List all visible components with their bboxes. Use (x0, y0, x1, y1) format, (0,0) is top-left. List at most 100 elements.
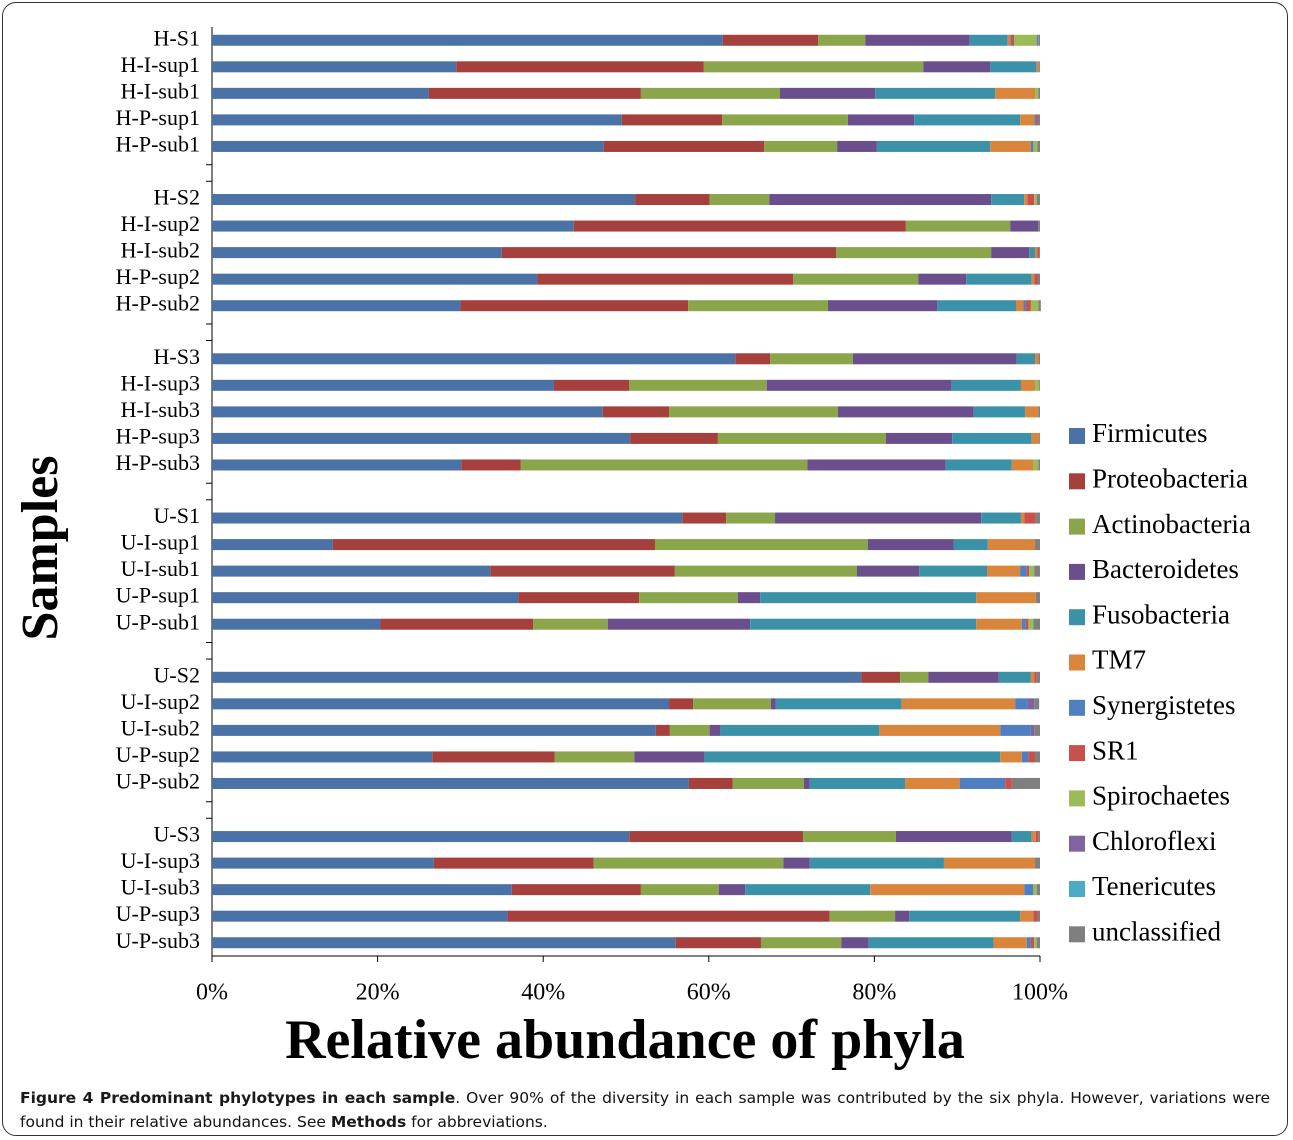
bar-segment (688, 300, 829, 312)
bar-segment (554, 751, 635, 763)
bar-segment (693, 698, 771, 710)
bar-segment (212, 353, 736, 365)
bar-segment (722, 34, 819, 46)
caption: Figure 4 Predominant phylotypes in each … (20, 1086, 1270, 1134)
bar-segment (732, 777, 805, 789)
legend-label: Spirochaetes (1092, 781, 1230, 811)
caption-bold: Methods (330, 1113, 407, 1131)
bar-segment (1038, 459, 1040, 471)
legend-label: Actinobacteria (1092, 509, 1251, 539)
bar-segment (1025, 300, 1031, 312)
bar-segment (969, 34, 1008, 46)
bar-segment (675, 937, 761, 949)
bar-segment (1034, 724, 1040, 736)
bar-segment (703, 61, 924, 73)
bar-segment (885, 432, 953, 444)
legend-label: Bacteroidetes (1092, 554, 1239, 584)
bar-segment (1005, 777, 1012, 789)
bar-segment (629, 831, 804, 843)
bar-segment (212, 300, 461, 312)
bar-segment (1035, 592, 1040, 604)
bar-segment (1010, 34, 1012, 46)
bar-segment (837, 406, 974, 418)
bar-segment (809, 857, 944, 869)
bar-segment (770, 698, 776, 710)
bar-segment (428, 87, 641, 99)
bar-segment (655, 724, 670, 736)
bar-segment (1036, 34, 1038, 46)
bar-segment (1021, 618, 1026, 630)
bar-segment (674, 565, 858, 577)
bar-segment (1036, 937, 1040, 949)
bar-segment (1038, 87, 1040, 99)
bar-segment (212, 432, 631, 444)
bar-segment (1035, 379, 1040, 391)
bar-segment (953, 539, 988, 551)
y-tick-label: U-I-sup3 (121, 848, 200, 873)
bar-segment (212, 910, 508, 922)
bar-segment (1024, 194, 1028, 206)
bar-segment (868, 937, 994, 949)
bar-segment (461, 459, 521, 471)
bar-segment (1023, 300, 1026, 312)
x-tick-label: 60% (687, 980, 731, 1006)
legend-swatch (1069, 745, 1085, 762)
bar-segment (212, 539, 333, 551)
y-axis-title: Samples (12, 456, 69, 641)
bar-segment (829, 910, 896, 922)
bar-segment (507, 910, 830, 922)
bar-segment (952, 432, 1032, 444)
bar-segment (1011, 777, 1040, 789)
bar-segment (1030, 671, 1035, 683)
bar-segment (212, 61, 457, 73)
bar-segment (895, 831, 1012, 843)
bar-segment (639, 592, 738, 604)
bar-segment (1031, 831, 1036, 843)
bar-segment (1035, 512, 1040, 524)
legend-swatch (1069, 428, 1085, 444)
bar-segment (1030, 140, 1034, 152)
bar-segment (1036, 61, 1040, 73)
bar-segment (1037, 910, 1040, 922)
bar-segment (682, 512, 727, 524)
bar-segment (212, 857, 434, 869)
legend-label: Proteobacteria (1092, 464, 1248, 494)
bar-segment (212, 140, 604, 152)
bar-segment (919, 565, 988, 577)
bar-segment (212, 831, 630, 843)
bar-segment (1025, 406, 1039, 418)
bar-segment (841, 937, 869, 949)
bar-segment (901, 698, 1016, 710)
legend-swatch (1069, 699, 1085, 716)
bar-segment (212, 592, 519, 604)
bar-segment (900, 671, 929, 683)
bar-segment (621, 114, 723, 126)
bar-segment (991, 194, 1025, 206)
bar-segment (857, 565, 920, 577)
bar-segment (870, 884, 1025, 896)
bar-segment (836, 247, 992, 259)
bar-segment (709, 194, 770, 206)
y-tick-label: U-S2 (154, 662, 200, 687)
bar-segment (1037, 247, 1040, 259)
bar-segment (212, 698, 670, 710)
bar-segment (634, 751, 705, 763)
bar-segment (518, 592, 640, 604)
bar-segment (973, 406, 1026, 418)
bar-segment (212, 937, 676, 949)
bar-segment (1038, 34, 1040, 46)
bar-segment (1033, 618, 1040, 630)
bar-segment (807, 459, 946, 471)
bar-segment (990, 61, 1037, 73)
bar-segment (212, 34, 723, 46)
bar-segment (976, 592, 1036, 604)
bar-segment (865, 34, 970, 46)
y-tick-label: U-I-sup1 (121, 530, 200, 555)
x-tick-label: 100% (1012, 980, 1068, 1006)
bar-segment (1021, 751, 1029, 763)
bar-segment (212, 618, 381, 630)
bar-segment (905, 777, 960, 789)
bar-segment (976, 618, 1022, 630)
bar-segment (1035, 857, 1040, 869)
bar-segment (981, 512, 1021, 524)
